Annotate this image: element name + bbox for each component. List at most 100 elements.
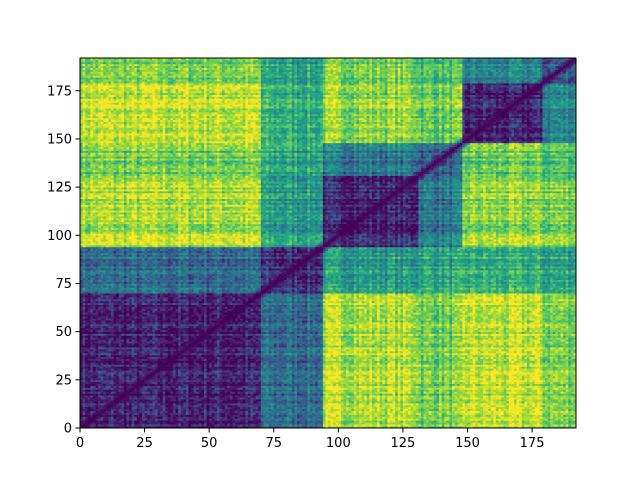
heatmap-cell <box>108 424 112 427</box>
heatmap-cell <box>570 416 574 419</box>
heatmap-cell <box>459 406 463 410</box>
heatmap-cell <box>229 410 233 413</box>
heatmap-cell <box>204 412 207 415</box>
heatmap-cell <box>154 426 158 429</box>
heatmap-cell <box>328 424 331 427</box>
heatmap-cell <box>260 408 264 412</box>
heatmap-cell <box>426 414 430 417</box>
heatmap-cell <box>232 420 236 423</box>
heatmap-cell <box>426 408 430 412</box>
heatmap-cell <box>237 416 241 419</box>
heatmap-cell <box>503 420 507 423</box>
heatmap-cell <box>568 418 572 421</box>
heatmap-cell <box>377 420 381 423</box>
heatmap-cell <box>568 420 572 423</box>
heatmap-cell <box>490 416 494 419</box>
heatmap-cell <box>268 406 272 410</box>
heatmap-cell <box>149 424 153 427</box>
heatmap-cell <box>235 414 238 417</box>
heatmap-cell <box>511 414 515 417</box>
heatmap-cell <box>519 420 523 423</box>
heatmap-cell <box>315 422 319 425</box>
heatmap-cell <box>552 412 556 415</box>
heatmap-cell <box>545 426 548 429</box>
heatmap-cell <box>297 414 300 417</box>
heatmap-cell <box>343 410 347 413</box>
heatmap-cell <box>276 420 280 423</box>
heatmap-cell <box>224 412 228 415</box>
heatmap-cell <box>470 414 474 417</box>
heatmap-cell <box>501 426 505 429</box>
heatmap-cell <box>126 408 130 412</box>
heatmap-cell <box>307 420 311 423</box>
heatmap-cell <box>317 420 321 423</box>
heatmap-cell <box>560 424 564 427</box>
heatmap-cell <box>242 406 246 410</box>
heatmap-cell <box>377 418 381 421</box>
heatmap-cell <box>537 418 541 421</box>
heatmap-cell <box>526 426 530 429</box>
heatmap-cell <box>229 426 233 429</box>
heatmap-cell <box>309 408 313 412</box>
heatmap-cell <box>431 422 435 425</box>
heatmap-cell <box>444 420 448 423</box>
heatmap-cell <box>198 422 202 425</box>
heatmap-cell <box>573 408 577 412</box>
heatmap-cell <box>302 412 306 415</box>
heatmap-cell <box>387 420 391 423</box>
heatmap-cell <box>477 410 481 413</box>
heatmap-cell <box>413 426 417 429</box>
heatmap-cell <box>568 424 572 427</box>
heatmap-cell <box>263 416 267 419</box>
heatmap-cell <box>315 426 319 429</box>
heatmap-cell <box>338 426 342 429</box>
heatmap-cell <box>224 406 228 410</box>
heatmap-cell <box>196 424 200 427</box>
heatmap-cell <box>131 408 135 412</box>
heatmap-cell <box>415 412 419 415</box>
heatmap-cell <box>297 424 300 427</box>
heatmap-cell <box>100 412 104 415</box>
heatmap-cell <box>201 424 205 427</box>
heatmap-cell <box>85 404 89 408</box>
heatmap-cell <box>418 416 422 419</box>
heatmap-cell <box>560 420 564 423</box>
heatmap-cell <box>312 424 316 427</box>
heatmap-cell <box>470 418 474 421</box>
heatmap-cell <box>343 424 347 427</box>
heatmap-cell <box>253 414 257 417</box>
heatmap-cell <box>139 414 143 417</box>
heatmap-cell <box>245 410 249 413</box>
heatmap-cell <box>338 420 342 423</box>
heatmap-cell <box>431 406 435 410</box>
heatmap-cell <box>444 412 448 415</box>
heatmap-cell <box>547 420 551 423</box>
heatmap-cell <box>454 406 458 410</box>
heatmap-cell <box>201 426 205 429</box>
heatmap-cell <box>483 410 486 413</box>
heatmap-cell <box>413 420 417 423</box>
heatmap-cell <box>253 406 257 410</box>
heatmap-cell <box>444 410 448 413</box>
heatmap-cell <box>129 424 133 427</box>
heatmap-cell <box>142 420 145 423</box>
heatmap-cell <box>467 410 471 413</box>
heatmap-cell <box>116 408 120 412</box>
heatmap-cell <box>351 418 355 421</box>
heatmap-cell <box>237 408 241 412</box>
heatmap-cell <box>247 424 251 427</box>
heatmap-cell <box>139 426 143 429</box>
heatmap-cell <box>147 406 151 410</box>
heatmap-cell <box>154 408 158 412</box>
heatmap-cell <box>532 416 536 419</box>
heatmap-cell <box>330 410 334 413</box>
heatmap-cell <box>167 410 171 413</box>
heatmap-cell <box>154 422 158 425</box>
heatmap-cell <box>537 412 541 415</box>
heatmap-cell <box>237 420 241 423</box>
heatmap-cell <box>87 426 91 429</box>
heatmap-cell <box>325 426 329 429</box>
heatmap-cell <box>356 420 360 423</box>
heatmap-cell <box>457 408 461 412</box>
heatmap-cell <box>506 406 510 410</box>
